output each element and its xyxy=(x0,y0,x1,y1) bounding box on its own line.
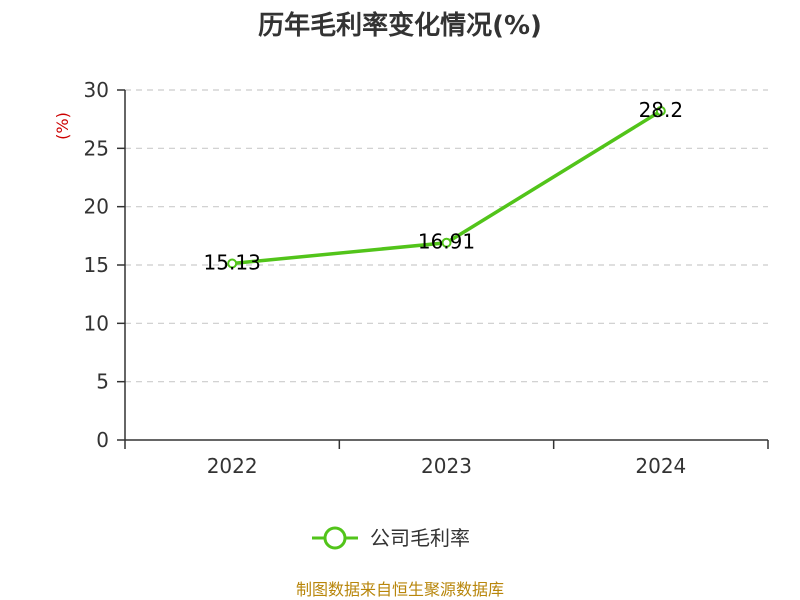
x-tick-label: 2023 xyxy=(421,454,472,478)
y-tick-label: 20 xyxy=(84,195,109,219)
data-point xyxy=(655,106,666,116)
y-tick-label: 0 xyxy=(96,428,109,452)
chart-title: 历年毛利率变化情况(%) xyxy=(258,10,542,41)
y-tick-label: 30 xyxy=(84,78,109,102)
x-tick-label: 2022 xyxy=(207,454,258,478)
legend-label: 公司毛利率 xyxy=(370,526,470,550)
legend[interactable]: 公司毛利率 xyxy=(312,526,470,550)
axes: 0 5 10 15 20 25 30 2022 2023 2024 xyxy=(84,78,769,478)
grid-lines xyxy=(125,89,768,383)
data-point xyxy=(227,258,238,269)
y-tick-label: 15 xyxy=(84,253,109,277)
y-tick-label: 5 xyxy=(96,370,109,394)
y-tick-label: 25 xyxy=(84,136,109,160)
y-tick-label: 10 xyxy=(84,311,109,335)
x-tick-label: 2024 xyxy=(635,454,686,478)
series-layer: 15.13 16.91 28.2 xyxy=(204,98,684,274)
data-label: 28.2 xyxy=(639,98,684,122)
data-label: 15.13 xyxy=(204,250,261,274)
data-label: 16.91 xyxy=(418,230,475,254)
data-source-note: 制图数据来自恒生聚源数据库 xyxy=(296,580,504,599)
data-point xyxy=(441,237,452,248)
y-axis-unit-label: (%) xyxy=(53,112,72,140)
legend-marker-icon xyxy=(323,526,347,550)
